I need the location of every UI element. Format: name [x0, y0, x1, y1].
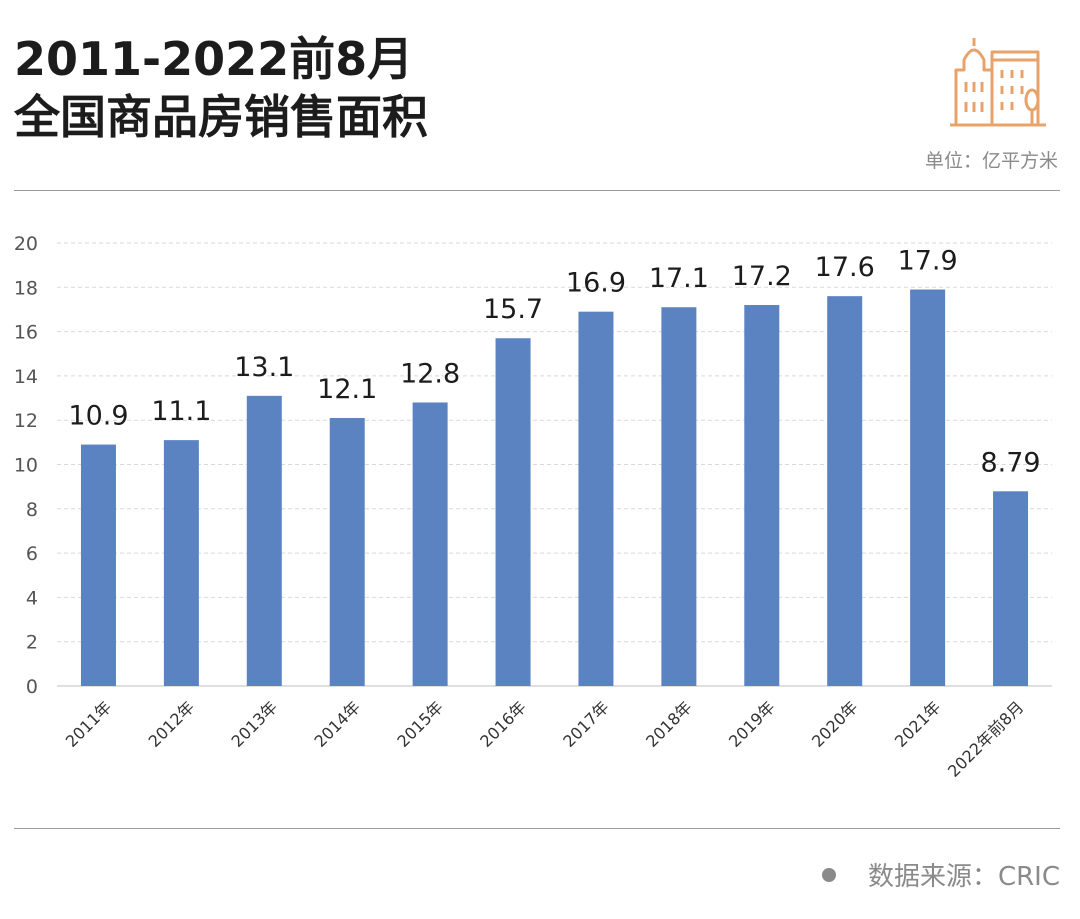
bar [578, 312, 613, 686]
data-label: 16.9 [566, 268, 626, 299]
y-tick-label: 16 [14, 322, 38, 344]
y-tick-label: 8 [26, 499, 38, 521]
page-title: 2011-2022前8月 全国商品房销售面积 [14, 30, 428, 146]
top-divider [14, 190, 1060, 191]
bottom-divider [14, 828, 1060, 829]
x-tick-label: 2016年 [476, 697, 530, 751]
data-label: 15.7 [483, 294, 543, 325]
data-label: 12.8 [400, 358, 460, 389]
x-tick-label: 2017年 [559, 697, 613, 751]
y-tick-label: 18 [14, 277, 38, 299]
data-label: 8.79 [980, 447, 1040, 478]
data-label: 17.6 [815, 252, 875, 283]
bar [827, 296, 862, 686]
bar [910, 290, 945, 686]
bar [247, 396, 282, 686]
title-line-2: 全国商品房销售面积 [14, 90, 428, 144]
x-tick-label: 2019年 [725, 697, 779, 751]
x-tick-label: 2021年 [891, 697, 945, 751]
bullet-dot-icon [822, 868, 836, 882]
y-tick-label: 6 [26, 543, 38, 565]
title-line-1: 2011-2022前8月 [14, 32, 413, 86]
y-tick-label: 12 [14, 410, 38, 432]
x-tick-label: 2011年 [62, 697, 116, 751]
bar [81, 445, 116, 686]
bar [993, 491, 1028, 686]
bar-chart: 0 2 4 6 8 10 12 14 16 18 20 10.9 2011年 11.1 2012年 13.1 2… [0, 200, 1080, 820]
buildings-icon [946, 30, 1050, 130]
data-label: 10.9 [68, 401, 128, 432]
y-tick-label: 20 [14, 233, 38, 255]
x-tick-label: 2020年 [808, 697, 862, 751]
y-tick-label: 4 [26, 587, 38, 609]
data-label: 17.1 [649, 263, 709, 294]
x-tick-label: 2022年前8月 [944, 697, 1027, 780]
y-tick-label: 2 [26, 632, 38, 654]
bar [413, 402, 448, 686]
bar [496, 338, 531, 686]
y-tick-label: 14 [14, 366, 38, 388]
y-tick-label: 0 [26, 676, 38, 698]
bar [744, 305, 779, 686]
x-tick-label: 2012年 [145, 697, 199, 751]
source-text: 数据来源：CRIC [868, 856, 1060, 893]
x-tick-label: 2014年 [310, 697, 364, 751]
data-label: 12.1 [317, 374, 377, 405]
bar [164, 440, 199, 686]
data-label: 11.1 [151, 396, 211, 427]
data-label: 13.1 [234, 352, 294, 383]
bar [330, 418, 365, 686]
x-tick-label: 2013年 [228, 697, 282, 751]
x-tick-label: 2018年 [642, 697, 696, 751]
data-label: 17.2 [732, 261, 792, 292]
bar [661, 307, 696, 686]
y-tick-label: 10 [14, 455, 38, 477]
x-tick-label: 2015年 [393, 697, 447, 751]
unit-label: 单位：亿平方米 [925, 146, 1058, 173]
data-label: 17.9 [898, 246, 958, 277]
source-note: 数据来源：CRIC [822, 856, 1060, 893]
